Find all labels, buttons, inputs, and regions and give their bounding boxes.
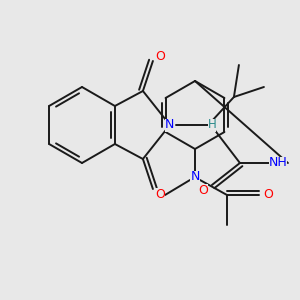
Text: O: O	[155, 50, 165, 62]
Text: O: O	[198, 184, 208, 196]
Text: N: N	[190, 170, 200, 184]
Text: H: H	[208, 118, 216, 131]
Text: O: O	[263, 188, 273, 202]
Text: N: N	[165, 118, 175, 131]
Text: O: O	[155, 188, 165, 200]
Text: NH: NH	[268, 157, 287, 169]
